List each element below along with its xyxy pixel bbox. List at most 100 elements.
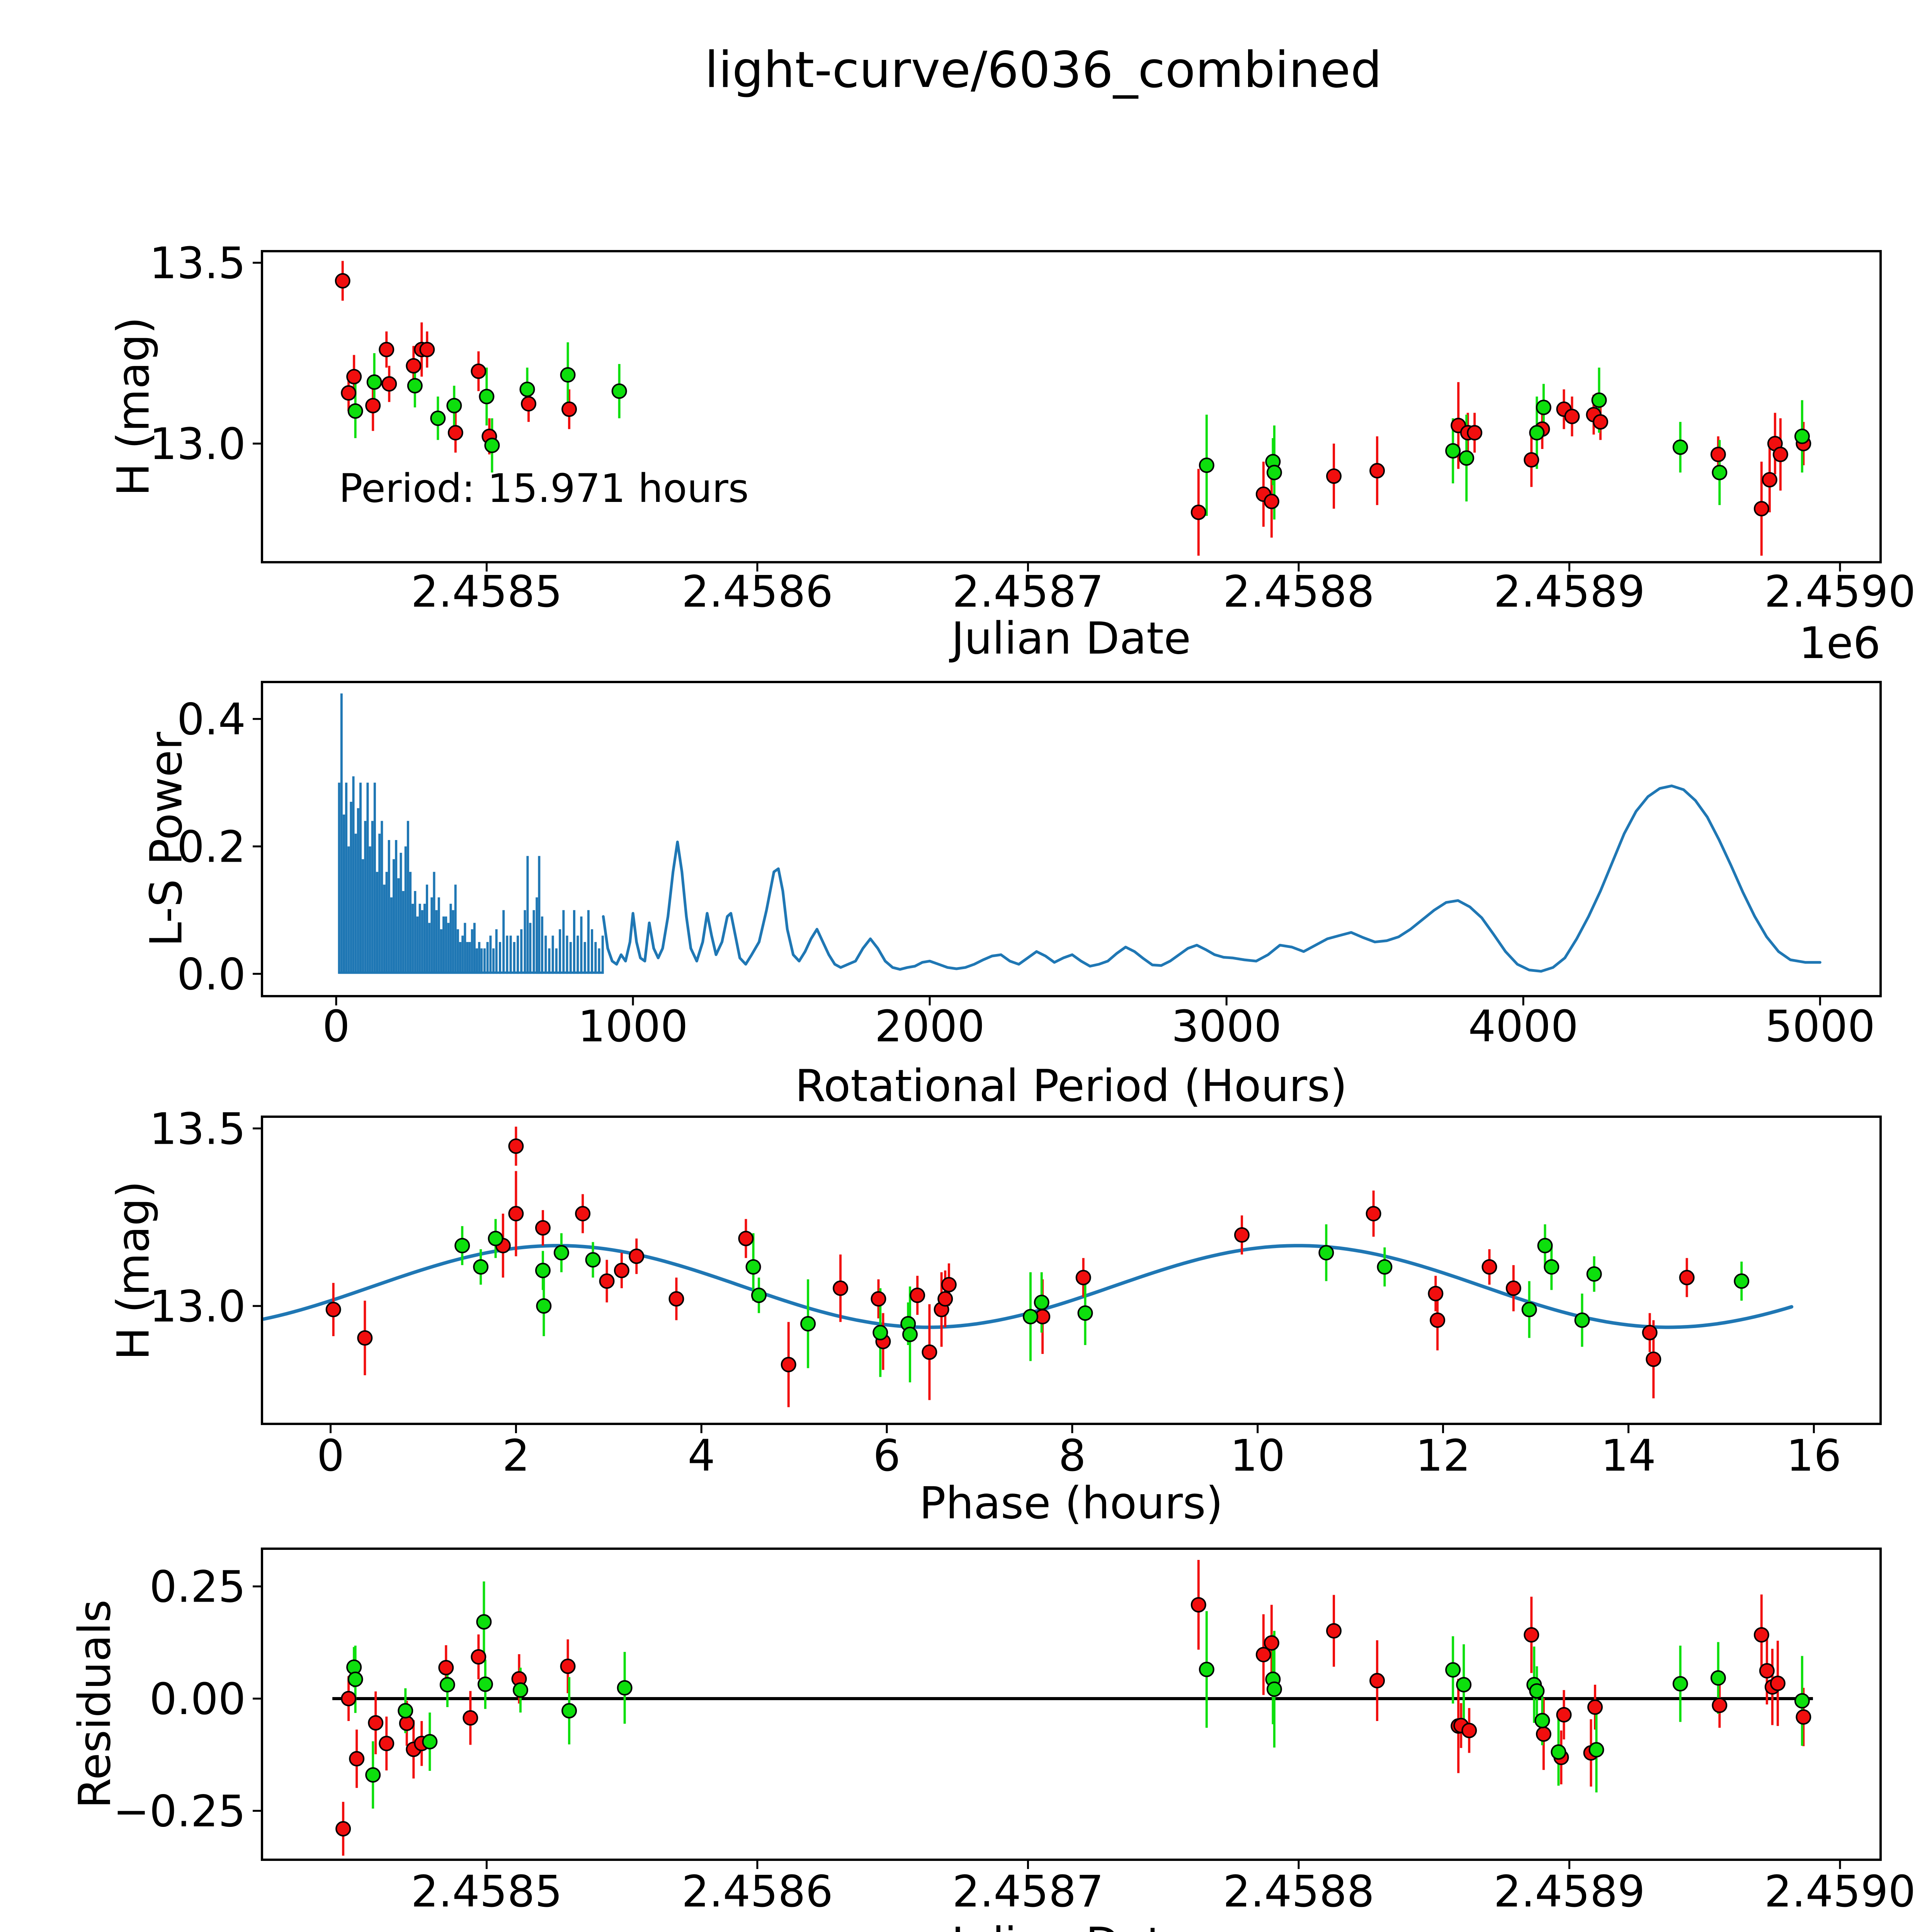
data-point-green: [617, 1680, 633, 1696]
y-tick-label: 0.0: [177, 949, 246, 1000]
data-point-green: [1445, 1662, 1461, 1678]
x-tick-label: 10: [1230, 1431, 1285, 1481]
data-point-red: [1679, 1270, 1695, 1286]
y-tick-label: 0.4: [177, 695, 246, 745]
data-point-green: [536, 1298, 552, 1314]
data-point-green: [476, 1614, 492, 1630]
data-point-red: [1710, 447, 1726, 463]
data-point-green: [1199, 457, 1214, 473]
data-point-red: [922, 1344, 937, 1360]
data-point-green: [366, 374, 382, 390]
data-point-green: [1521, 1302, 1537, 1318]
data-point-green: [446, 398, 462, 413]
data-point-green: [1266, 1681, 1282, 1697]
data-point-red: [368, 1715, 384, 1731]
data-point-red: [399, 1715, 415, 1731]
y-tick-label: 13.0: [150, 1282, 246, 1332]
x-tick-label: 14: [1601, 1431, 1656, 1481]
axes-spines: [261, 1548, 1882, 1861]
p1-axis-offset: 1e6: [1799, 618, 1881, 668]
data-point-red: [1326, 1623, 1342, 1639]
p1-ylabel: H (mag): [107, 316, 159, 497]
data-point-green: [1377, 1259, 1393, 1275]
x-tick-label: 5000: [1765, 1002, 1875, 1052]
data-point-red: [508, 1206, 524, 1221]
data-point-green: [347, 403, 363, 419]
data-point-red: [379, 1736, 395, 1752]
data-point-red: [1592, 414, 1608, 430]
axes-spines: [261, 250, 1882, 563]
x-tick-label: 2.4585: [411, 1867, 562, 1917]
data-point-red: [1770, 1675, 1786, 1691]
data-point-red: [406, 358, 422, 374]
data-point-red: [1536, 1726, 1551, 1742]
data-point-green: [473, 1259, 489, 1275]
x-tick-label: 0: [317, 1431, 344, 1481]
data-point-red: [1646, 1351, 1662, 1367]
data-point-red: [937, 1291, 953, 1307]
x-tick-label: 2.4588: [1223, 567, 1374, 617]
data-point-red: [1234, 1227, 1250, 1243]
data-point-red: [335, 1821, 351, 1837]
data-point-red: [447, 425, 463, 440]
data-point-green: [585, 1252, 601, 1268]
data-point-green: [872, 1325, 888, 1340]
data-point-green: [1022, 1309, 1038, 1325]
data-point-red: [1369, 1673, 1385, 1689]
x-tick-label: 4000: [1468, 1002, 1578, 1052]
data-point-red: [1505, 1280, 1521, 1296]
data-point-green: [407, 378, 423, 394]
data-point-red: [325, 1302, 341, 1318]
x-tick-label: 2.4585: [411, 567, 562, 617]
data-point-green: [430, 410, 446, 426]
p3-ylabel: H (mag): [107, 1180, 159, 1361]
data-point-green: [560, 367, 576, 383]
data-point-red: [1753, 1627, 1769, 1643]
y-tick-label: 0.25: [150, 1562, 246, 1612]
data-point-red: [346, 369, 362, 384]
p4-ylabel: Residuals: [69, 1599, 121, 1809]
x-tick-label: 2.4589: [1493, 567, 1645, 617]
data-point-red: [1524, 1627, 1539, 1643]
x-tick-label: 2.4589: [1493, 1867, 1645, 1917]
x-tick-label: 2.4590: [1764, 567, 1916, 617]
data-point-red: [357, 1330, 373, 1346]
data-point-red: [1255, 1647, 1271, 1663]
data-point-red: [1796, 1709, 1811, 1725]
data-point-red: [520, 396, 536, 412]
x-tick-label: 0: [322, 1002, 350, 1052]
x-tick-label: 4: [688, 1431, 715, 1481]
data-point-red: [438, 1660, 454, 1675]
x-tick-label: 2: [502, 1431, 530, 1481]
data-point-red: [1190, 1597, 1206, 1613]
data-point-red: [508, 1138, 524, 1154]
data-point-green: [1266, 464, 1282, 480]
data-point-red: [471, 363, 486, 379]
data-point-green: [902, 1327, 918, 1342]
data-point-green: [398, 1703, 413, 1719]
data-point-red: [1075, 1270, 1091, 1286]
p1-xlabel: Julian Date: [951, 612, 1191, 664]
data-point-red: [629, 1248, 645, 1264]
data-point-red: [1772, 447, 1788, 463]
data-point-green: [1588, 1742, 1604, 1758]
data-point-green: [1034, 1294, 1049, 1310]
axes-spines: [261, 1116, 1882, 1425]
data-point-red: [668, 1291, 684, 1307]
data-point-red: [1481, 1259, 1497, 1275]
data-point-red: [341, 1690, 357, 1706]
x-tick-label: 6: [873, 1431, 900, 1481]
data-point-red: [1430, 1312, 1446, 1328]
data-point-red: [560, 1658, 576, 1674]
p4-axis-offset: 1e6: [1799, 1926, 1881, 1932]
axes-spines: [261, 681, 1882, 997]
data-point-red: [463, 1710, 478, 1726]
p2-xlabel: Rotational Period (Hours): [795, 1060, 1347, 1112]
x-tick-label: 2000: [875, 1002, 985, 1052]
data-point-green: [1591, 392, 1607, 408]
data-point-green: [1574, 1312, 1590, 1328]
data-point-red: [561, 401, 577, 417]
data-point-green: [477, 1676, 493, 1692]
